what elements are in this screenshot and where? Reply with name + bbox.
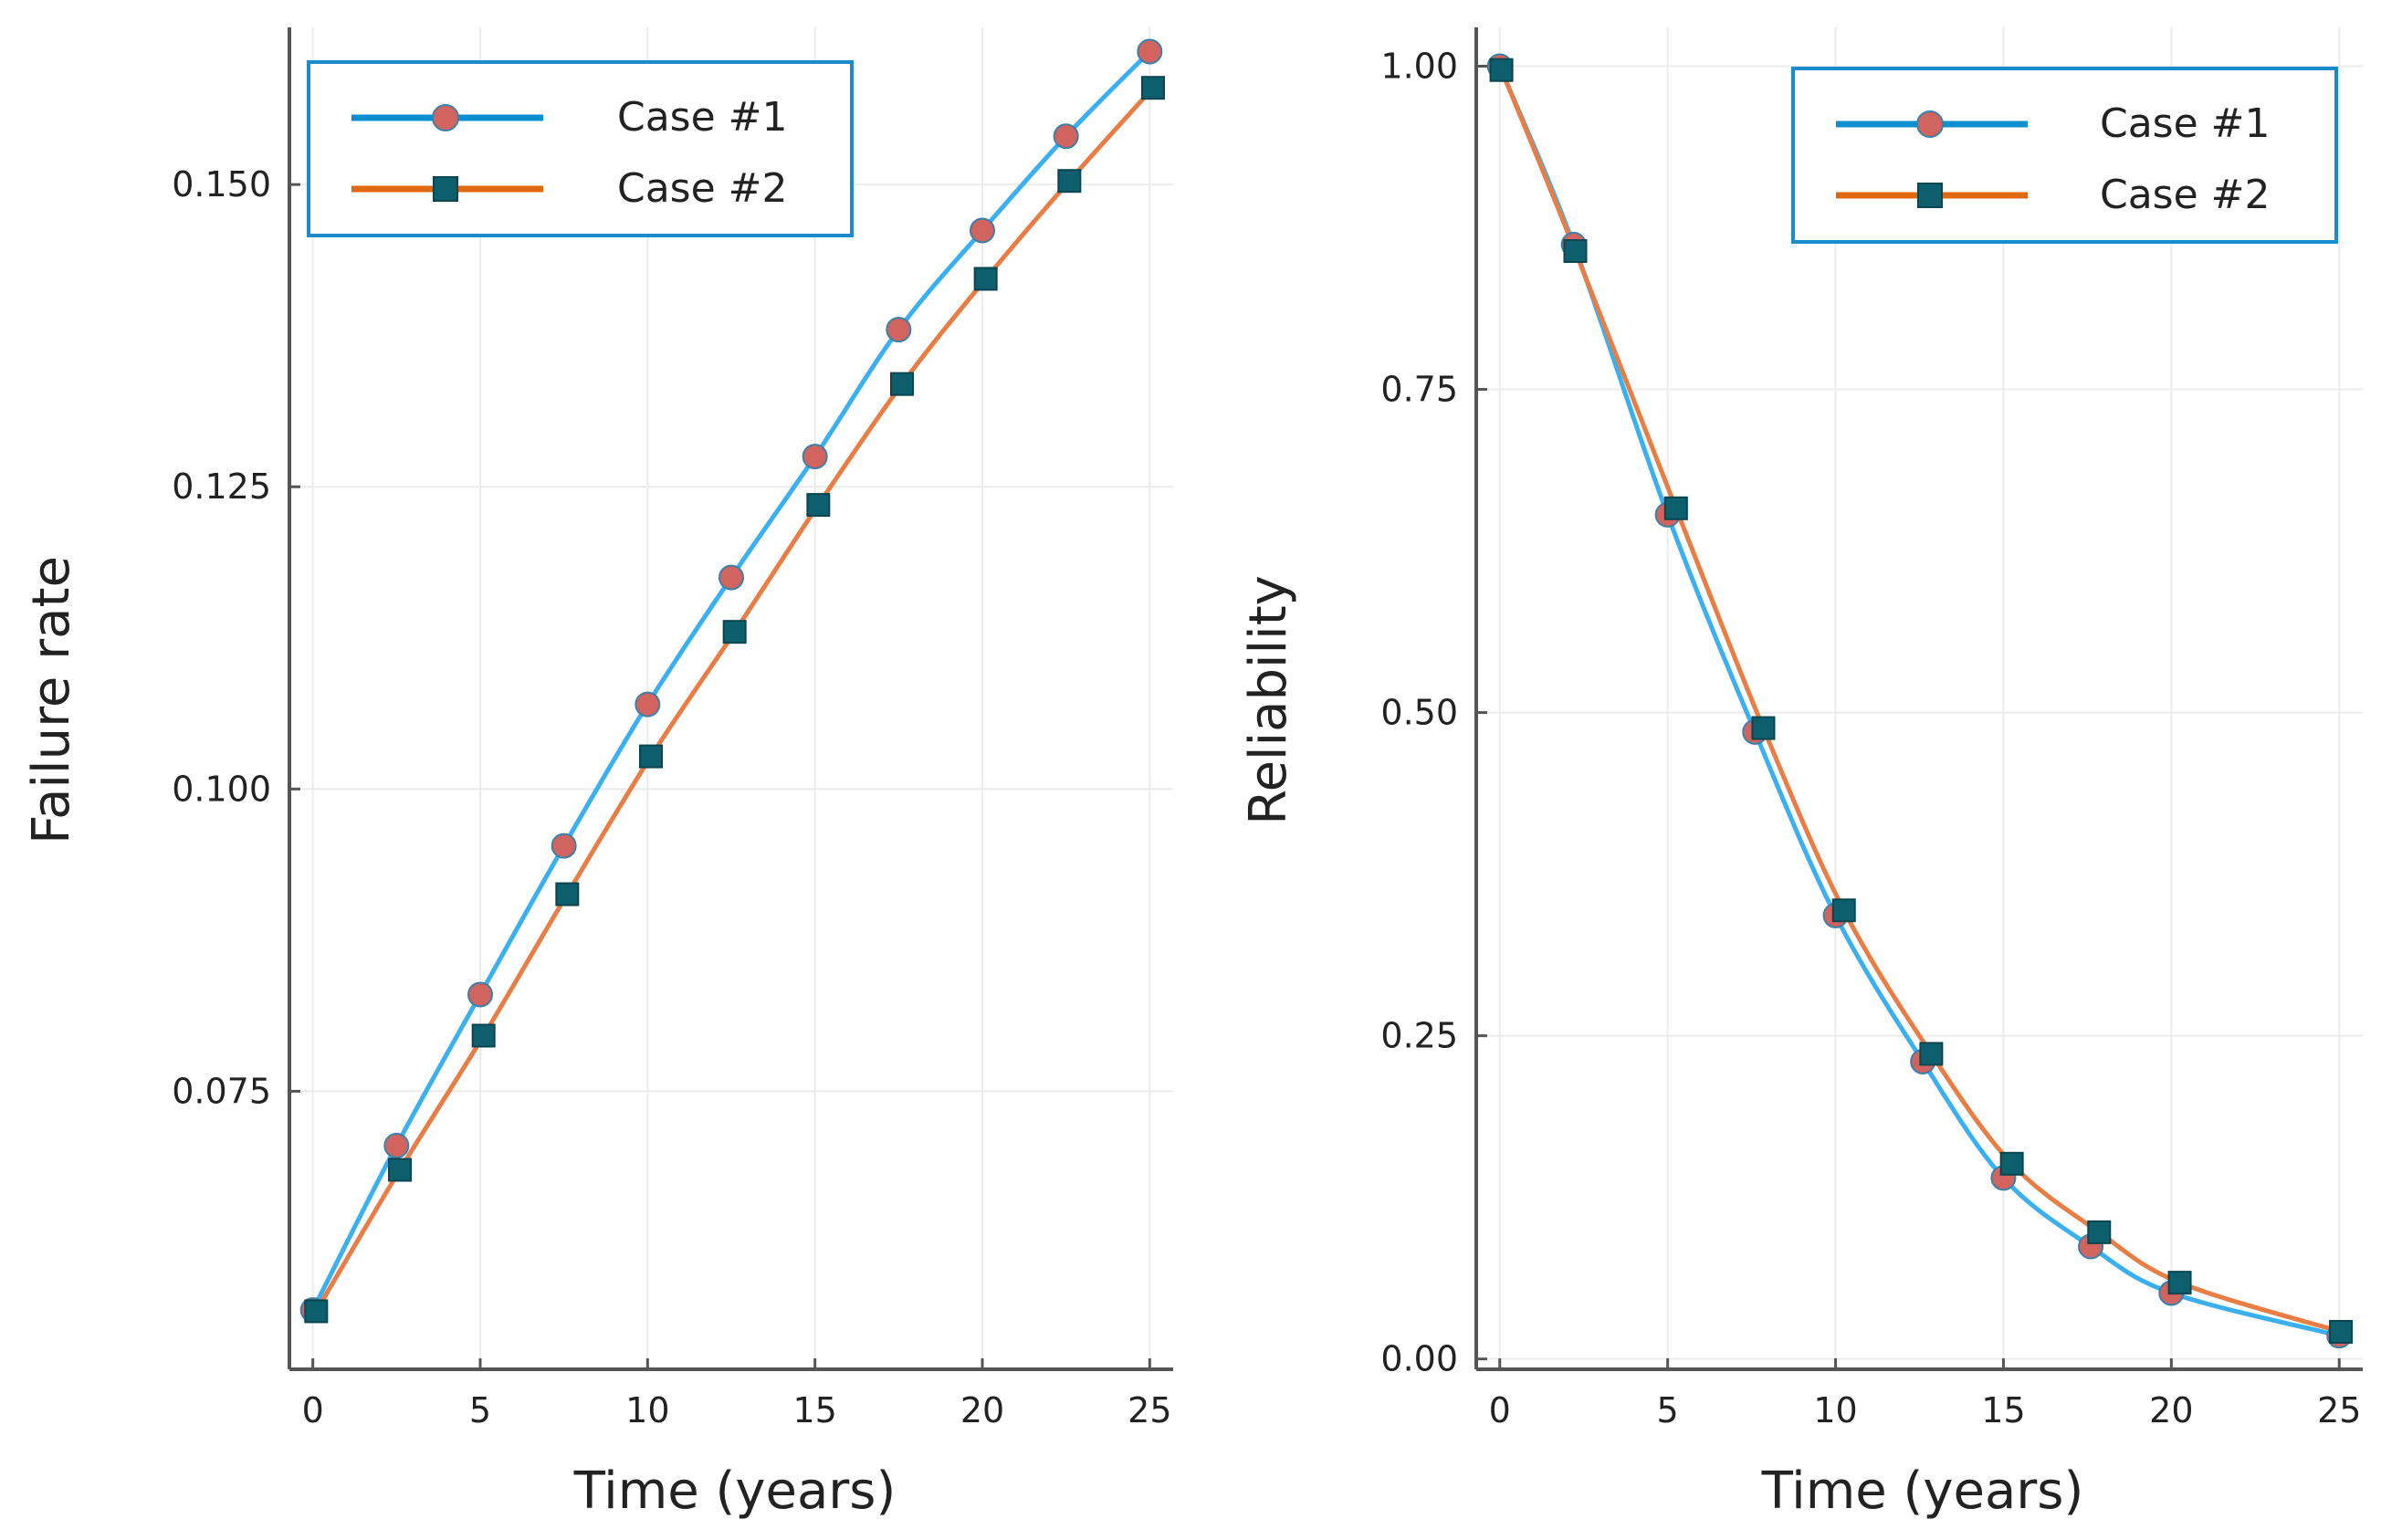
reliability-y-tick-label: 1.00 (1380, 46, 1458, 86)
failure-point-case2 (388, 1158, 412, 1182)
reliability-point-case2 (1663, 496, 1688, 520)
failure-series-lines (310, 49, 1156, 1314)
reliability-point-case2 (1489, 58, 1514, 82)
reliability-point-case2 (1999, 1151, 2024, 1176)
reliability-ticks: 0 5 10 15 20 25 0.00 0.25 0.50 0.75 1.00 (1380, 46, 2361, 1430)
failure-series-line-case2 (313, 85, 1156, 1314)
failure-legend-case1-label: Case #1 (617, 94, 788, 141)
reliability-x-tick-label: 10 (1813, 1390, 1857, 1430)
failure-x-tick-label: 0 (302, 1390, 324, 1430)
reliability-legend-case2-marker (1917, 183, 1943, 208)
reliability-point-case2 (1919, 1042, 1944, 1066)
reliability-axes (1474, 27, 2363, 1371)
failure-legend-case1-marker (432, 104, 459, 131)
failure-y-tick-label: 0.125 (172, 466, 271, 507)
reliability-legend: Case #1 Case #2 (1791, 67, 2338, 244)
reliability-y-tick-label: 0.25 (1380, 1016, 1458, 1056)
reliability-y-tick-label: 0.50 (1380, 693, 1458, 733)
reliability-y-tick-label: 0.00 (1380, 1339, 1458, 1379)
failure-legend: Case #1 Case #2 (307, 60, 854, 237)
reliability-y-axis-label: Reliability (1239, 575, 1298, 825)
reliability-legend-box (1791, 67, 2338, 244)
failure-y-tick-label: 0.150 (172, 164, 271, 204)
failure-x-tick-label: 15 (792, 1390, 836, 1430)
failure-point-case1 (718, 564, 744, 591)
failure-point-case1 (886, 317, 912, 343)
failure-point-case2 (555, 882, 580, 906)
failure-point-case2 (1057, 169, 1082, 194)
failure-y-tick-label: 0.075 (172, 1071, 271, 1111)
failure-point-case1 (802, 444, 828, 470)
reliability-x-axis-label: Time (years) (1761, 1461, 2084, 1521)
failure-point-case2 (806, 493, 831, 518)
failure-y-axis-label: Failure rate (22, 556, 81, 844)
failure-point-case2 (1141, 76, 1165, 100)
reliability-point-case2 (1831, 898, 1856, 923)
reliability-point-case2 (2329, 1319, 2354, 1344)
reliability-legend-case1-marker (1916, 110, 1944, 138)
reliability-chart: 0 5 10 15 20 25 0.00 0.25 0.50 0.75 1.00 Time (yea… (1239, 27, 2363, 1521)
reliability-legend-case2-label: Case #2 (2100, 172, 2271, 218)
reliability-point-case2 (2167, 1271, 2192, 1295)
failure-point-case1 (383, 1133, 410, 1158)
failure-point-case1 (635, 691, 661, 718)
failure-point-case2 (304, 1299, 329, 1324)
failure-x-tick-label: 20 (960, 1390, 1004, 1430)
failure-y-tick-label: 0.100 (172, 769, 271, 809)
reliability-x-tick-label: 20 (2149, 1390, 2193, 1430)
failure-axes (288, 27, 1173, 1371)
failure-point-case2 (722, 620, 747, 644)
reliability-point-case2 (1563, 239, 1588, 263)
failure-point-case1 (970, 217, 995, 244)
reliability-x-tick-label: 5 (1657, 1390, 1679, 1430)
failure-series-line-case1 (310, 49, 1152, 1313)
failure-legend-case2-label: Case #2 (617, 165, 788, 212)
reliability-markers (1486, 53, 2354, 1349)
failure-point-case1 (467, 981, 493, 1008)
failure-point-case2 (471, 1023, 496, 1048)
failure-point-case1 (1137, 38, 1163, 65)
failure-x-tick-label: 10 (625, 1390, 669, 1430)
failure-legend-box (307, 60, 854, 237)
reliability-legend-case1-label: Case #1 (2100, 100, 2271, 147)
failure-x-tick-label: 5 (469, 1390, 491, 1430)
failure-rate-chart: 0 5 10 15 20 25 0.075 0.100 0.125 0.150 Time (yea… (22, 27, 1173, 1521)
failure-point-case1 (551, 833, 577, 859)
reliability-x-tick-label: 0 (1489, 1390, 1511, 1430)
failure-x-tick-label: 25 (1128, 1390, 1171, 1430)
failure-ticks: 0 5 10 15 20 25 0.075 0.100 0.125 0.150 (172, 164, 1171, 1430)
failure-markers (299, 38, 1165, 1324)
reliability-y-tick-label: 0.75 (1380, 370, 1458, 410)
reliability-point-case2 (2087, 1220, 2112, 1244)
failure-x-axis-label: Time (years) (573, 1461, 897, 1521)
reliability-point-case2 (1751, 716, 1776, 740)
failure-point-case1 (1053, 123, 1079, 150)
failure-point-case2 (890, 372, 914, 396)
failure-legend-case2-marker (433, 176, 458, 202)
failure-point-case2 (973, 267, 998, 291)
failure-point-case2 (639, 744, 663, 769)
reliability-x-tick-label: 15 (1981, 1390, 2025, 1430)
reliability-x-tick-label: 25 (2317, 1390, 2361, 1430)
